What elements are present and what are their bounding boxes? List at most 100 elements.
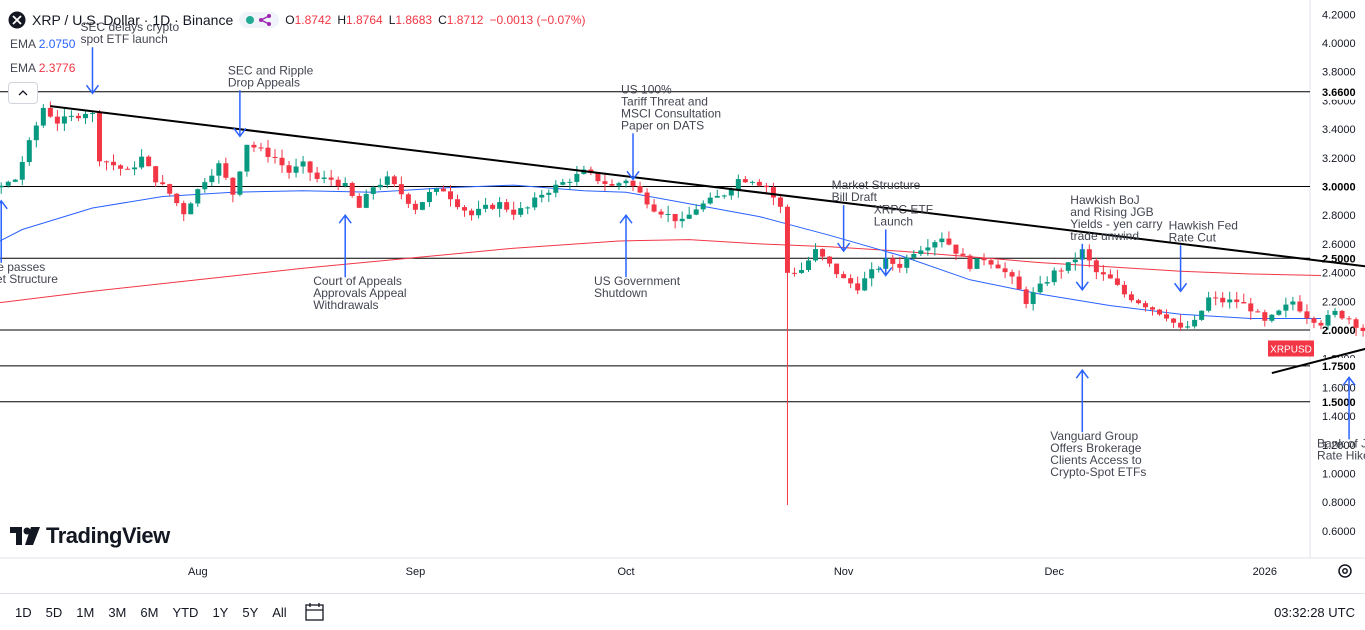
close-value: 1.8712 (446, 13, 484, 27)
arrow-up-icon (0, 199, 8, 210)
candle-body (40, 107, 46, 126)
candle-body (237, 171, 243, 195)
chevron-up-icon (18, 90, 28, 96)
range-button-1y[interactable]: 1Y (212, 604, 229, 620)
candle-body (490, 204, 496, 209)
candle-body (181, 203, 187, 215)
candle-body (230, 177, 236, 195)
candle-body (1241, 302, 1247, 304)
candle-body (686, 214, 692, 219)
candle-body (728, 189, 734, 196)
last-price-tag-bg (1268, 340, 1314, 357)
candle-body (26, 140, 32, 163)
annotation-text: Shutdown (594, 286, 647, 300)
candle-body (939, 238, 945, 243)
candle-body (518, 208, 524, 215)
candle-body (869, 269, 875, 279)
candle-body (209, 175, 215, 183)
range-button-all[interactable]: All (272, 604, 287, 620)
range-button-5d[interactable]: 5D (45, 604, 63, 620)
candle-body (511, 209, 517, 215)
candle-body (139, 156, 145, 168)
annotation-text: Drop Appeals (228, 75, 300, 89)
candle-body (419, 202, 425, 210)
candle-body (820, 249, 826, 257)
ema-indicator-slow[interactable]: EMA 2.3776 (10, 61, 75, 75)
candle-body (1234, 299, 1240, 303)
candle-body (988, 260, 994, 265)
candle-body (97, 113, 102, 162)
price-tick-label: 4.0000 (1322, 38, 1356, 50)
annotation-text: Paper on DATS (621, 118, 704, 132)
candle-body (125, 168, 131, 170)
candle-body (960, 253, 966, 256)
candle-body (1199, 310, 1205, 320)
utc-clock[interactable]: 03:32:28 UTC (1274, 604, 1355, 620)
candle-body (335, 179, 341, 187)
candle-body (637, 186, 643, 193)
annotation-text: Vanguard Group (1050, 429, 1138, 443)
candle-body (553, 184, 559, 193)
candle-body (300, 161, 306, 167)
candle-body (1255, 311, 1261, 313)
candle-body (1142, 303, 1148, 308)
trendline (1271, 347, 1365, 375)
candle-body (658, 211, 664, 215)
annotation: Bank of JapanRate Hike (1317, 376, 1365, 462)
candle-body (567, 181, 573, 183)
range-button-1d[interactable]: 1D (15, 604, 32, 620)
candle-body (981, 258, 987, 261)
market-status-icon[interactable] (239, 12, 280, 28)
candle-body (469, 210, 475, 216)
candle-body (700, 203, 706, 210)
candle-body (132, 167, 138, 170)
calendar-icon[interactable] (304, 602, 326, 622)
xrp-logo-icon (8, 11, 26, 29)
arrow-down-icon (1173, 282, 1188, 293)
candle-body (574, 173, 580, 182)
candle-body (525, 207, 531, 209)
range-button-ytd[interactable]: YTD (172, 604, 199, 620)
ema-indicator-fast[interactable]: EMA 2.0750 (10, 37, 75, 51)
range-button-5y[interactable]: 5Y (242, 604, 259, 620)
candle-body (946, 238, 952, 245)
candle-body (1325, 314, 1331, 326)
tradingview-logo[interactable]: TradingView (10, 523, 170, 549)
candle-body (47, 107, 53, 117)
candle-body (1185, 326, 1191, 328)
level-label-bg (1314, 83, 1364, 100)
close-label: C (438, 13, 447, 27)
collapse-legend-button[interactable] (8, 82, 38, 104)
candle-body (532, 197, 538, 208)
candle-body (19, 162, 25, 180)
candle-body (904, 257, 910, 268)
arrow-up-icon (338, 213, 352, 224)
candle-body (476, 208, 482, 216)
price-chart[interactable]: 4.20004.00003.80003.60003.40003.20003.00… (0, 0, 1365, 593)
range-button-3m[interactable]: 3M (108, 604, 127, 620)
candle-body (665, 213, 671, 215)
range-button-6m[interactable]: 6M (140, 604, 159, 620)
range-button-1m[interactable]: 1M (76, 604, 95, 620)
candle-body (876, 268, 882, 270)
brand-name: TradingView (46, 523, 170, 548)
symbol-title[interactable]: XRP / U.S. Dollar · 1D · Binance (32, 12, 234, 28)
candle-body (1304, 311, 1310, 319)
annotation-text: Hawkish BoJ (1070, 193, 1139, 207)
candle-body (0, 185, 4, 188)
gear-icon[interactable] (1335, 561, 1355, 581)
candle-body (918, 250, 924, 255)
annotation-text: Bank of Japan (1317, 436, 1365, 450)
annotation-text: Approvals Appeal (313, 286, 406, 300)
candle-body (1276, 310, 1282, 315)
ema-value: 2.3776 (38, 61, 76, 75)
candle-body (1213, 297, 1219, 299)
candle-body (82, 113, 88, 119)
level-label: 1.5000 (1322, 397, 1356, 409)
candle-body (735, 179, 741, 190)
candle-body (1058, 270, 1064, 272)
candle-body (841, 274, 847, 279)
candle-body (412, 203, 418, 210)
